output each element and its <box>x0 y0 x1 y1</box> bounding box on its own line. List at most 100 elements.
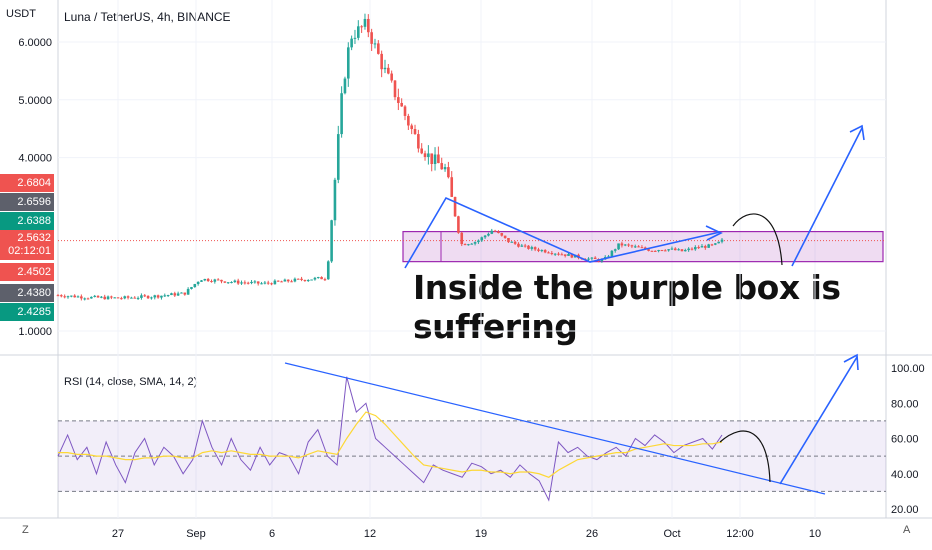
candle-body <box>640 247 644 249</box>
candle-body <box>430 153 434 165</box>
candle-body <box>276 280 280 282</box>
candle-body <box>223 281 227 283</box>
candle-body <box>153 295 157 298</box>
candle-body <box>714 243 717 245</box>
candle-body <box>593 257 597 260</box>
candle-body <box>90 296 93 299</box>
forecast-arrowhead <box>849 124 865 141</box>
x-tick-label: 12 <box>364 528 376 540</box>
candle-body <box>310 279 313 281</box>
candle-body <box>230 282 233 284</box>
candle-body <box>393 80 397 98</box>
candle-body <box>607 256 610 258</box>
candle-body <box>233 280 237 283</box>
rsi-tick-label: 80.00 <box>891 398 919 410</box>
candle-body <box>680 249 684 252</box>
candle-body <box>520 245 524 247</box>
candle-body <box>316 277 320 279</box>
candle-body <box>437 154 440 164</box>
candle-body <box>300 278 303 280</box>
candle-body <box>407 115 410 126</box>
candle-body <box>380 53 383 70</box>
purple-range-box <box>402 230 884 263</box>
price-tag-countdown: 02:12:01 <box>8 245 51 257</box>
candle-body <box>336 134 340 180</box>
rsi-forecast-arrow <box>779 356 858 485</box>
candle-body <box>543 250 547 253</box>
candle-body <box>700 246 704 248</box>
candle-body <box>283 279 287 282</box>
candle-body <box>533 247 537 250</box>
candle-body <box>423 153 427 157</box>
rsi-sma-line <box>58 411 723 478</box>
price-tag: 2.6596 <box>0 193 54 211</box>
candle-body <box>470 243 474 245</box>
candle-body <box>567 253 570 256</box>
timezone-button[interactable]: Z <box>22 524 29 536</box>
x-tick-label: 26 <box>586 528 598 540</box>
candle-body <box>116 297 120 299</box>
price-tag: 2.6804 <box>0 174 54 192</box>
candle-body <box>357 26 360 38</box>
candle-body <box>236 280 240 284</box>
candle-body <box>523 245 527 247</box>
candle-body <box>100 296 103 298</box>
candle-body <box>447 167 450 178</box>
candle-body <box>473 242 477 244</box>
rsi-dip-curve <box>719 430 771 483</box>
candle-body <box>260 283 263 285</box>
rsi-trendline <box>284 362 826 495</box>
price-tag-value: 2.6804 <box>17 177 51 189</box>
candle-body <box>346 47 350 79</box>
forecast-arrow <box>791 127 863 267</box>
candle-body <box>513 241 517 244</box>
candle-body <box>130 297 133 299</box>
candle-body <box>617 243 620 250</box>
candle-body <box>263 282 267 284</box>
candle-body <box>256 281 260 284</box>
x-tick-label: Sep <box>186 528 206 540</box>
candle-body <box>280 281 283 283</box>
candle-body <box>173 293 177 296</box>
candle-body <box>196 281 200 285</box>
price-tag-value: 2.4502 <box>17 266 51 278</box>
candle-body <box>537 249 540 251</box>
candle-body <box>463 244 467 246</box>
candle-body <box>216 279 220 281</box>
candle-body <box>420 148 423 154</box>
price-tag: 2.6388 <box>0 212 54 230</box>
candle-body <box>240 282 243 284</box>
candle-body <box>370 32 373 44</box>
candle-body <box>73 295 76 298</box>
candle-body <box>80 296 83 299</box>
candle-body <box>650 250 654 252</box>
candle-body <box>290 281 293 283</box>
candle-body <box>103 296 107 300</box>
candle-body <box>203 278 207 281</box>
price-tag-value: 2.6596 <box>17 196 51 208</box>
candle-body <box>690 248 694 250</box>
auto-scale-button[interactable]: A <box>903 524 911 536</box>
candle-body <box>637 246 640 248</box>
candle-body <box>106 296 110 300</box>
price-tick-label: 6.0000 <box>18 37 52 49</box>
candle-body <box>460 232 464 245</box>
candle-body <box>270 283 273 285</box>
candle-body <box>333 179 337 221</box>
candle-body <box>670 248 674 250</box>
candle-body <box>243 282 247 284</box>
candle-body <box>96 295 100 298</box>
x-tick-label: 19 <box>475 528 487 540</box>
candle-body <box>480 237 484 241</box>
candle-body <box>490 230 494 234</box>
candle-body <box>540 250 544 252</box>
candle-body <box>610 250 614 257</box>
price-tag: 2.5632 02:12:01 <box>0 230 54 260</box>
rsi-tick-label: 20.00 <box>891 504 919 516</box>
candle-body <box>93 295 97 297</box>
candle-body <box>697 247 700 249</box>
candle-body <box>86 298 90 300</box>
candle-body <box>136 297 140 299</box>
candle-body <box>360 26 363 28</box>
candle-body <box>76 296 80 298</box>
